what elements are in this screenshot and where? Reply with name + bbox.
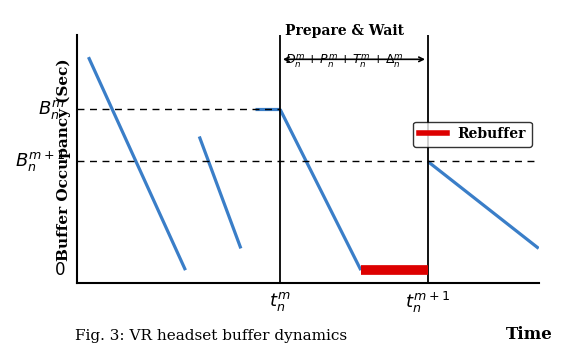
- Text: $B_n^m$: $B_n^m$: [38, 98, 66, 121]
- Text: $0$: $0$: [54, 262, 66, 279]
- Text: Prepare & Wait: Prepare & Wait: [285, 24, 404, 38]
- Legend: Rebuffer: Rebuffer: [413, 122, 532, 147]
- Text: Fig. 3: VR headset buffer dynamics: Fig. 3: VR headset buffer dynamics: [75, 329, 347, 343]
- Y-axis label: Buffer Occupancy (Sec): Buffer Occupancy (Sec): [57, 58, 71, 261]
- Text: Time: Time: [506, 326, 553, 343]
- Text: $t_n^{m+1}$: $t_n^{m+1}$: [405, 290, 450, 315]
- Text: $B_n^{m+1}$: $B_n^{m+1}$: [15, 149, 66, 174]
- Text: $D_n^m+P_n^m+T_n^m+\Delta_n^m$: $D_n^m+P_n^m+T_n^m+\Delta_n^m$: [285, 53, 404, 70]
- Text: $t_n^m$: $t_n^m$: [269, 290, 291, 313]
